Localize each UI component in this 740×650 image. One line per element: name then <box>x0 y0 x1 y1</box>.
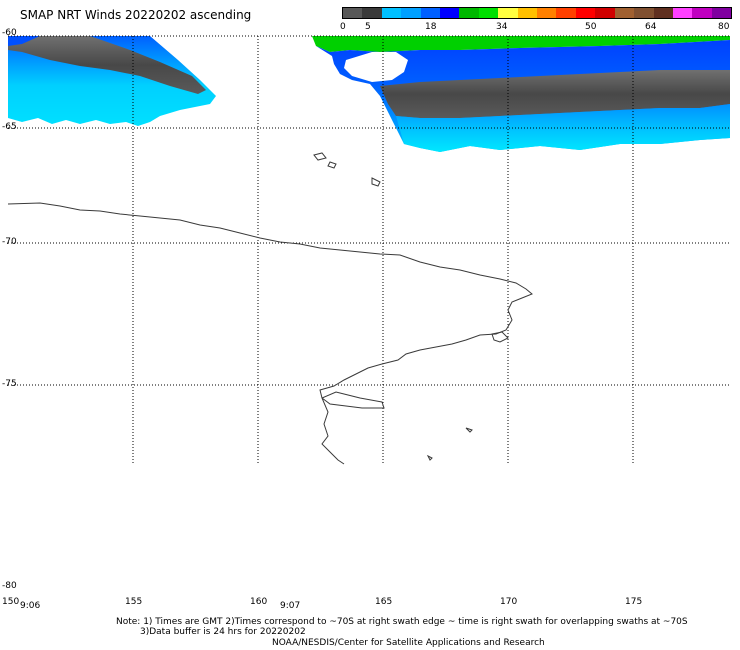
left-wind-swath <box>8 36 216 126</box>
lat-label-60: -60 <box>2 28 17 38</box>
colorbar-segment <box>653 8 673 18</box>
lon-label-165: 165 <box>375 597 393 607</box>
colorbar-segment <box>614 8 635 18</box>
colorbar-segment <box>362 8 382 18</box>
colorbar-segment <box>420 8 441 18</box>
swath-time-label-2: 9:07 <box>280 601 301 611</box>
lon-label-170: 170 <box>500 597 518 607</box>
note-line-3: NOAA/NESDIS/Center for Satellite Applica… <box>272 638 545 648</box>
lon-label-150: 150 <box>2 597 20 607</box>
colorbar-label-0: 0 <box>340 22 346 32</box>
lat-label-80: -80 <box>2 581 17 591</box>
wind-speed-colorbar <box>342 7 732 19</box>
colorbar-segment <box>401 8 421 18</box>
lat-label-65: -65 <box>2 122 17 132</box>
antarctica-coastline <box>7 152 533 465</box>
colorbar-label-50: 50 <box>585 22 597 32</box>
colorbar-segment <box>634 8 654 18</box>
colorbar-label-5: 5 <box>365 22 371 32</box>
colorbar-segment <box>478 8 499 18</box>
colorbar-segment <box>517 8 538 18</box>
colorbar-segment <box>692 8 712 18</box>
colorbar-segment <box>498 8 518 18</box>
map-gridlines <box>8 35 730 465</box>
lon-label-160: 160 <box>250 597 268 607</box>
colorbar-segment <box>440 8 460 18</box>
colorbar-segment <box>343 8 363 18</box>
colorbar-label-34: 34 <box>496 22 508 32</box>
colorbar-label-64: 64 <box>645 22 657 32</box>
colorbar-segment <box>381 8 402 18</box>
note-line-2: 3)Data buffer is 24 hrs for 20220202 <box>140 627 306 637</box>
lat-label-70: -70 <box>2 237 17 247</box>
note-line-1: Note: 1) Times are GMT 2)Times correspon… <box>116 617 688 627</box>
colorbar-segment <box>711 8 732 18</box>
swath-time-label-1: 9:06 <box>20 601 41 611</box>
colorbar-segment <box>556 8 576 18</box>
colorbar-segment <box>595 8 615 18</box>
colorbar-label-80: 80 <box>718 22 730 32</box>
lat-label-75: -75 <box>2 379 17 389</box>
lon-label-175: 175 <box>625 597 643 607</box>
map-title: SMAP NRT Winds 20220202 ascending <box>20 8 252 22</box>
colorbar-segment <box>575 8 596 18</box>
colorbar-segment <box>537 8 557 18</box>
right-wind-swath <box>312 36 730 152</box>
colorbar-segment <box>672 8 693 18</box>
colorbar-label-18: 18 <box>425 22 437 32</box>
lon-label-155: 155 <box>125 597 143 607</box>
colorbar-segment <box>459 8 479 18</box>
